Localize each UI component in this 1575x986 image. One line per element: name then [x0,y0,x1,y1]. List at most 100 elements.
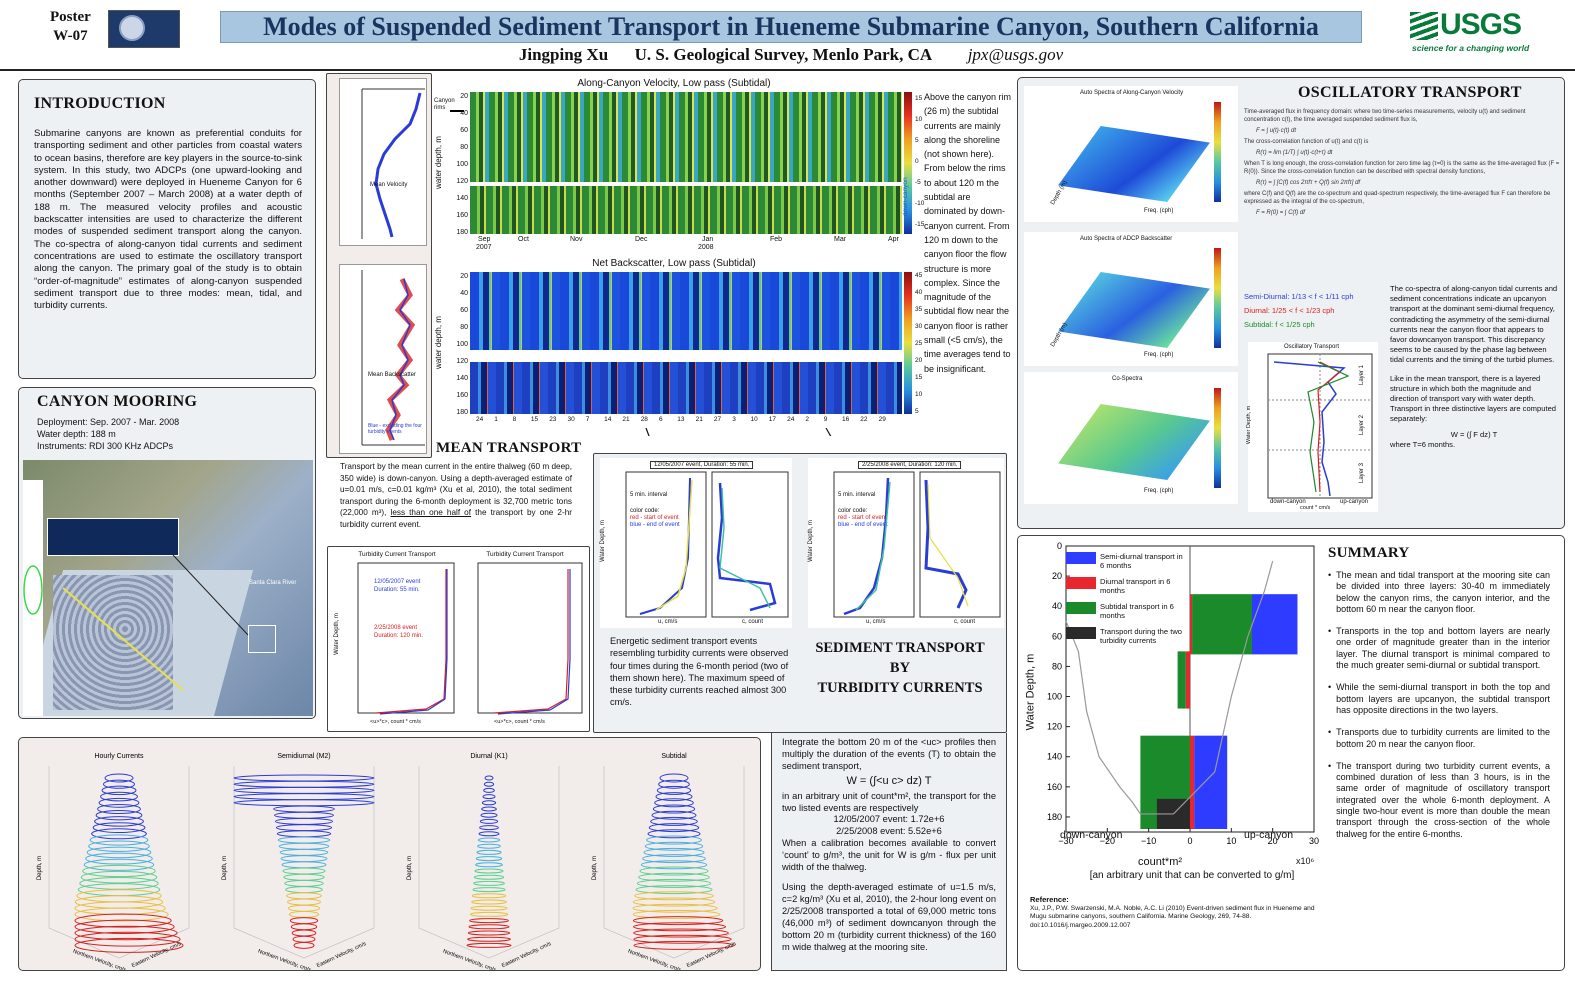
hodograph-title: Semidiurnal (M2) [277,753,330,760]
hodograph-ellipse [639,866,709,876]
mooring-heading: CANYON MOORING [37,393,198,410]
bar-chart-exp: x10⁶ [1296,856,1315,866]
hodograph-ellipse [276,830,332,838]
spectrum-1-surface [1058,125,1210,203]
contour-figure: Along-Canyon Velocity, Low pass (Subtida… [434,76,1014,436]
hodograph-ellipse [482,794,496,800]
x-tick-label: −30 [1058,836,1073,846]
hodograph-ellipse [284,879,324,887]
backscatter-yaxis: 20 40 60 80 100 120 140 160 180 [456,273,468,416]
hodograph-ylabel: Depth, m [222,856,228,880]
bullet-icon: • [1328,570,1332,580]
hodograph-ellipse [98,797,140,808]
hodograph-frame [233,766,375,959]
spectrum-3: Co-Spectra Freq. (cph) [1024,372,1238,504]
turbidity-transport-panel: Turbidity Current Transport 12/05/2007 e… [327,546,590,732]
legend-item-subtidal: Subtidal transport in 6 months [1066,602,1186,620]
hodograph-ellipse [287,904,321,912]
hodograph-ellipse [280,855,328,863]
x-tick-label: −10 [1141,836,1156,846]
hodograph-title: Subtidal [661,753,687,760]
backscatter-contour-bottom [470,362,902,414]
bar-chart-xlabel2: [an arbitrary unit that can be converted… [1089,870,1295,881]
summary-list: • The mean and tidal transport at the moo… [1328,570,1550,851]
y-tick-label: 60 [1052,631,1062,641]
hodograph-ellipse [74,919,175,934]
hodograph-ellipse [83,858,155,871]
hodograph-ellipse [651,810,697,820]
hodograph-xlabel-east: Eastern Velocity, cm/s [686,941,737,969]
hodograph-xlabel-east: Eastern Velocity, cm/s [501,941,552,969]
hodograph-ellipse [85,852,153,865]
hodograph-ellipse [469,911,509,917]
hodograph-ellipse [484,775,494,781]
santa-clara-label: Santa Clara River [249,580,297,586]
equations-box: Time-averaged flux in frequency domain: … [1244,109,1560,216]
backscatter-xtick: 10 [750,416,758,423]
velocity-description: Above the canyon rim (26 m) the subtidal… [924,92,1012,374]
hodograph-ellipse [652,804,696,814]
legend-swatch-semi [1066,552,1096,564]
usgs-wave-icon [1410,12,1438,40]
velocity-profile-svg [361,88,425,239]
event2-figure: 2/25/2008 event, Duration: 120 min. 5 mi… [808,458,1004,628]
summary-bullet: • Transports in the top and bottom layers… [1328,626,1550,671]
backscatter-xtick: 2 [805,416,810,423]
y-tick-label: 100 [1047,692,1062,702]
mean-velocity-profile: Mean Velocity [339,78,427,246]
event1-profiles [625,471,789,618]
hodograph-ellipse [286,892,322,900]
hodograph-ellipse [274,817,334,825]
thalweg-profile-line [1065,560,1274,815]
hodograph-frame [48,766,190,959]
spectrum-2: Auto Spectra of ADCP Backscatter Freq. (… [1024,232,1238,366]
author-name: Jingping Xu [518,45,609,64]
hodograph-ellipse [279,848,329,856]
hodograph-ellipse [74,931,181,947]
backscatter-xtick: 28 [640,416,648,423]
oscillatory-body: The co-spectra of along-canyon tidal cur… [1390,284,1558,449]
profile-note: Blue - excluding the four turbidity even… [368,423,422,435]
oscillatory-profile: Oscillatory Transport Layer 1 Layer 2 La… [1246,342,1378,512]
legend-swatch-turbidity [1066,627,1096,639]
legend-item-turbidity: Transport during the two turbidity curre… [1066,627,1186,645]
x-tick-label: 20 [1268,836,1278,846]
hodograph-ellipse [290,923,318,931]
backscatter-xtick: 24 [787,416,795,423]
hodograph-ellipse [633,934,732,944]
hodograph-ellipse [285,886,323,894]
backscatter-xtick: 30 [567,416,575,423]
bar-1 [1185,651,1190,709]
hodograph-xlabel-north: Northern Velocity, cm/s [257,949,312,970]
velocity-xaxis: Sep Oct Nov Dec Jan Feb Mar Apr 2007 200… [476,236,899,251]
velocity-contour-top [470,92,902,182]
turbidity-text: Integrate the bottom 20 m of the <uc> pr… [782,737,996,952]
hodograph-ellipse [658,779,690,789]
map-overlay [23,554,249,691]
hodograph-ellipse [74,907,169,922]
hodograph-ellipse [89,834,149,846]
backscatter-xtick: 13 [677,416,685,423]
hodograph-ellipse [479,825,499,831]
poster-title: Modes of Suspended Sediment Transport in… [220,11,1362,43]
hodograph-ellipse [104,773,134,783]
mooring-map: Santa Clara River [23,460,313,716]
y-tick-label: 80 [1052,661,1062,671]
bar-2 [1177,651,1186,709]
down-canyon-cb-label: down-canyon [902,177,909,216]
backscatter-xtick: 16 [842,416,850,423]
backscatter-xtick: 29 [878,416,886,423]
hodograph-title: Hourly Currents [94,753,144,760]
hodograph-ellipse [659,773,689,783]
author-email[interactable]: jpx@usgs.gov [967,45,1064,64]
turbidity-plot-right: Turbidity Current Transport <u>*c>, coun… [464,551,586,729]
hodograph-ellipse [277,836,331,844]
transport-bar-chart: −30 −20 −10 0 10 20 30 0 20 40 60 80 100 120 140 160 180 [1047,541,1319,846]
hodograph-ellipse [636,878,712,888]
bar-1 [1190,594,1193,655]
backscatter-xtick: 15 [530,416,539,423]
hodograph-title: Diurnal (K1) [470,753,507,760]
introduction-body: Submarine canyons are known as preferent… [34,128,302,312]
bar-chart-ylabel: Water Depth, m [1024,653,1037,731]
mean-backscatter-label: Mean Backscatter [368,372,417,378]
